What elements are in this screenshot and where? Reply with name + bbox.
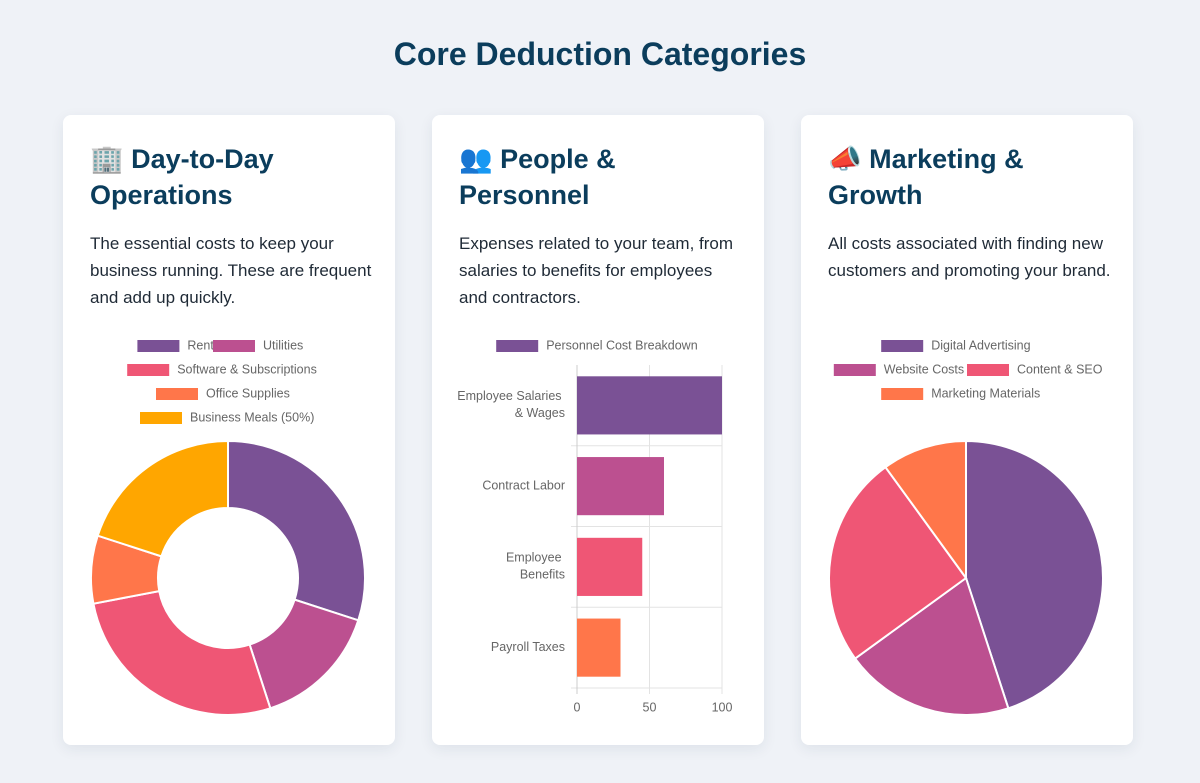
page-title: Core Deduction Categories xyxy=(393,36,807,72)
card-title: 👥 People & Personnel xyxy=(459,144,616,210)
legend-label: Digital Advertising xyxy=(931,338,1030,352)
legend-label: Content & SEO xyxy=(1017,362,1103,376)
legend-swatch xyxy=(156,388,198,400)
pie-slice xyxy=(884,439,967,582)
bar xyxy=(577,376,722,435)
y-tick-label: Employee Salaries & Wages xyxy=(457,389,565,420)
x-tick-label: 0 xyxy=(574,700,581,714)
donut-slice xyxy=(227,439,366,622)
pie-slice xyxy=(828,465,968,660)
chart: Rent Utilities Software & Subscriptions Off… xyxy=(90,338,366,716)
legend-swatch xyxy=(881,388,924,400)
card: 🏢 Day-to-Day Operations The essential co… xyxy=(63,115,395,745)
legend-swatch xyxy=(140,412,182,424)
legend-label: Business Meals (50%) xyxy=(190,410,314,424)
card-description: All costs associated with finding new cu… xyxy=(828,234,1111,280)
bar xyxy=(577,457,664,516)
legend-swatch xyxy=(833,364,876,376)
legend-swatch xyxy=(496,340,539,352)
bar xyxy=(577,618,621,677)
x-tick-label: 100 xyxy=(712,700,733,714)
legend-label: Utilities xyxy=(263,338,303,352)
legend-label: Office Supplies xyxy=(206,386,290,400)
legend-label: Software & Subscriptions xyxy=(177,362,317,376)
card-description: Expenses related to your team, from sala… xyxy=(459,234,734,307)
legend-label: Rent xyxy=(187,338,214,352)
legend-label: Website Costs xyxy=(884,362,964,376)
pie-slice xyxy=(853,576,1010,716)
legend-label: Marketing Materials xyxy=(931,386,1040,400)
legend-swatch xyxy=(137,340,180,352)
legend-swatch xyxy=(127,364,170,376)
card-description: The essential costs to keep your busines… xyxy=(90,234,372,307)
x-tick-label: 50 xyxy=(643,700,657,714)
legend-swatch xyxy=(881,340,924,352)
y-tick-label: Contract Labor xyxy=(482,478,565,492)
card: 📣 Marketing & Growth All costs associate… xyxy=(801,115,1133,745)
y-tick-label: Payroll Taxes xyxy=(491,640,565,654)
legend-swatch xyxy=(213,340,255,352)
legend-swatch xyxy=(967,364,1009,376)
chart: Personnel Cost Breakdown 0 50 100 Employee S… xyxy=(457,338,733,714)
pie-slice xyxy=(965,439,1104,710)
legend-label: Personnel Cost Breakdown xyxy=(546,338,698,352)
chart: Digital Advertising Website Costs Content … xyxy=(828,338,1104,716)
donut-slice xyxy=(96,439,229,558)
bar xyxy=(577,537,643,596)
donut-slice xyxy=(92,589,272,716)
card-title: 🏢 Day-to-Day Operations xyxy=(90,144,274,210)
card: 👥 People & Personnel Expenses related to… xyxy=(432,115,764,745)
card-title: 📣 Marketing & Growth xyxy=(828,144,1024,210)
y-tick-label: Employee Benefits xyxy=(506,551,565,582)
